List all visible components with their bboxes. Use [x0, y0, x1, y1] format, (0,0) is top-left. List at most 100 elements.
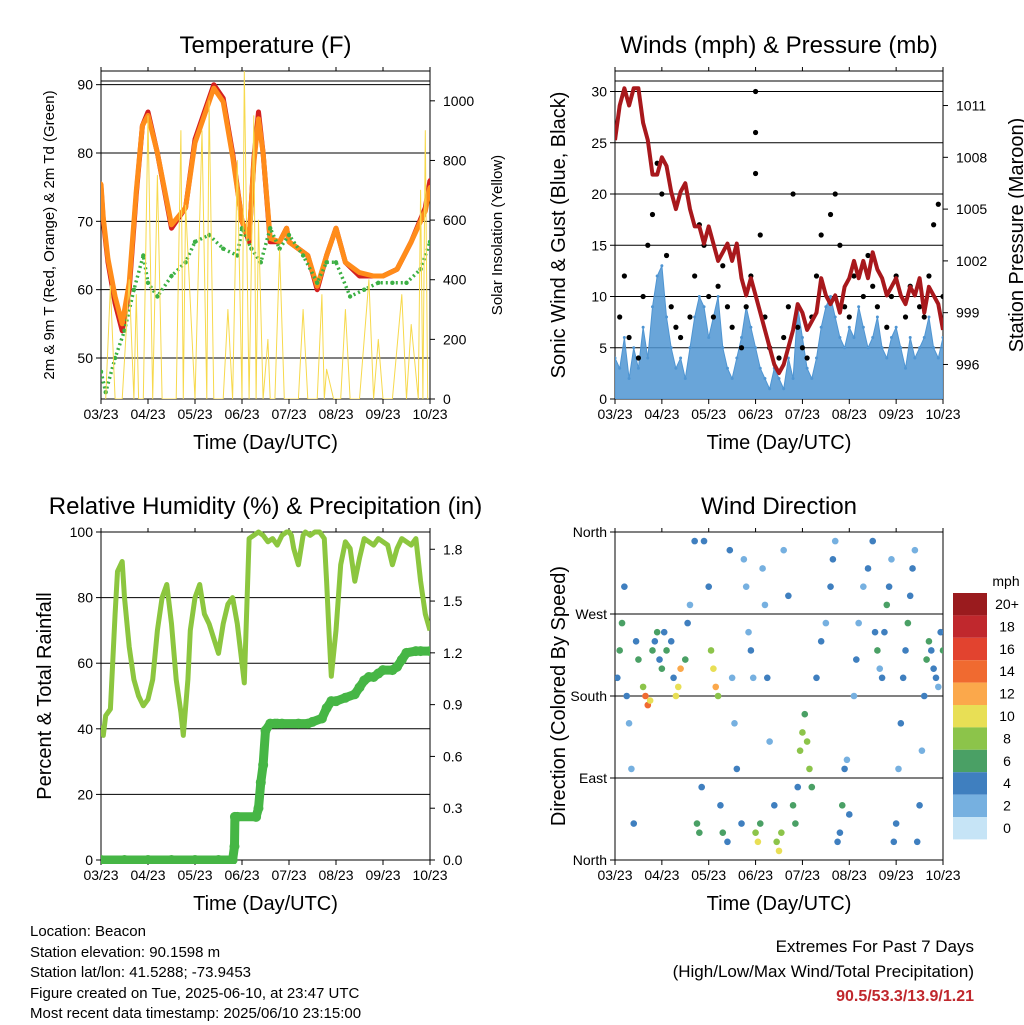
colorbar-label: 2	[1003, 798, 1011, 814]
direction-point	[731, 720, 738, 727]
direction-point	[691, 537, 698, 545]
colorbar-label: 16	[999, 641, 1015, 657]
series-0-point	[738, 345, 745, 351]
y2-tick-label: 1002	[956, 253, 987, 269]
series-1-point	[636, 366, 640, 370]
series-0-point	[827, 211, 834, 218]
series-2-point	[122, 328, 127, 333]
direction-point	[710, 665, 717, 672]
series-0-point	[720, 263, 726, 269]
station-location: Location: Beacon	[30, 923, 146, 940]
y-tick-label: 60	[77, 282, 93, 298]
series-2-point	[141, 253, 146, 258]
series-1-point	[230, 154, 235, 159]
series-0-point	[851, 273, 857, 279]
direction-point	[700, 537, 708, 545]
series-1-point	[119, 855, 130, 864]
direction-point	[899, 674, 907, 682]
direction-point	[890, 838, 898, 846]
direction-point	[653, 628, 661, 636]
x-tick-label: 10/23	[412, 867, 447, 883]
x-tick-label: 06/23	[738, 406, 773, 422]
series-0-point	[743, 304, 749, 310]
series-1-point	[105, 256, 111, 262]
series-2-point	[169, 273, 174, 279]
direction-point	[649, 647, 656, 654]
y2-tick-label: 0.6	[443, 748, 463, 764]
series-1-point	[889, 336, 893, 339]
direction-point	[615, 674, 621, 682]
direction-point	[892, 820, 900, 827]
series-1-point	[852, 336, 856, 339]
series-1-point	[343, 260, 348, 265]
series-1-point	[333, 225, 339, 231]
direction-point	[763, 674, 771, 682]
series-1-point	[721, 346, 725, 350]
series-1-point	[415, 646, 426, 657]
direction-point	[621, 583, 628, 590]
x-tick-label: 05/23	[691, 406, 726, 422]
direction-point	[836, 829, 844, 836]
y-tick-label: 15	[591, 237, 607, 253]
y2-tick-label: 999	[956, 305, 980, 321]
series-1-point	[253, 803, 264, 814]
colorbar-swatch	[953, 749, 987, 773]
x-tick-label: 08/23	[832, 867, 867, 883]
series-2-point	[112, 355, 118, 361]
series-0-point	[673, 324, 679, 330]
direction-point	[639, 683, 647, 691]
direction-point	[656, 656, 663, 663]
y2-axis-label: Solar Insolation (Yellow)	[489, 155, 506, 315]
series-1-point	[730, 377, 734, 380]
direction-point	[712, 683, 720, 691]
series-0-point	[710, 314, 717, 320]
direction-point	[864, 565, 872, 572]
direction-point	[888, 556, 895, 563]
series-0-point	[645, 242, 651, 248]
y2-tick-label: 0.3	[443, 800, 463, 816]
y-tick-label: 25	[591, 135, 607, 151]
direction-point	[902, 647, 909, 654]
series-0-point	[902, 314, 909, 320]
direction-point	[724, 838, 731, 846]
colorbar-label: 10	[999, 708, 1015, 724]
series-1-point	[866, 346, 870, 350]
series-0-point	[813, 273, 820, 279]
direction-point	[778, 829, 785, 836]
y-tick-label: 70	[77, 213, 93, 229]
series-0-point	[211, 82, 216, 87]
y-tick-label: 80	[77, 145, 93, 161]
series-1-point	[378, 665, 388, 676]
direction-point	[895, 765, 902, 773]
direction-point	[860, 583, 867, 590]
y-tick-label: 10	[591, 289, 607, 305]
series-1-point	[763, 377, 767, 380]
series-1-point	[814, 356, 818, 360]
x-tick-label: 07/23	[271, 867, 306, 883]
direction-point	[771, 802, 778, 809]
series-1-point	[305, 253, 310, 258]
direction-point	[696, 829, 703, 836]
direction-point	[752, 829, 759, 836]
y2-tick-label: 1.2	[443, 645, 463, 661]
series-2-point	[155, 294, 160, 299]
direction-point	[698, 783, 705, 791]
series-1-point	[284, 225, 289, 231]
y2-tick-label: 0.9	[443, 697, 463, 713]
direction-point	[874, 647, 881, 654]
series-1-point	[650, 305, 654, 309]
series-0-point	[884, 324, 890, 330]
series-0-point	[931, 222, 937, 228]
direction-point	[719, 829, 727, 836]
series-0-point	[715, 283, 721, 289]
direction-point	[796, 747, 804, 754]
x-tick-label: 10/23	[925, 406, 960, 422]
series-0-point	[846, 314, 852, 320]
direction-point	[841, 765, 848, 773]
direction-point	[618, 619, 626, 627]
extremes-title: Extremes For Past 7 Days	[775, 937, 974, 956]
direction-point	[756, 820, 764, 827]
colorbar-swatch	[953, 727, 987, 750]
series-0-point	[706, 293, 712, 300]
series-2-point	[277, 246, 282, 251]
